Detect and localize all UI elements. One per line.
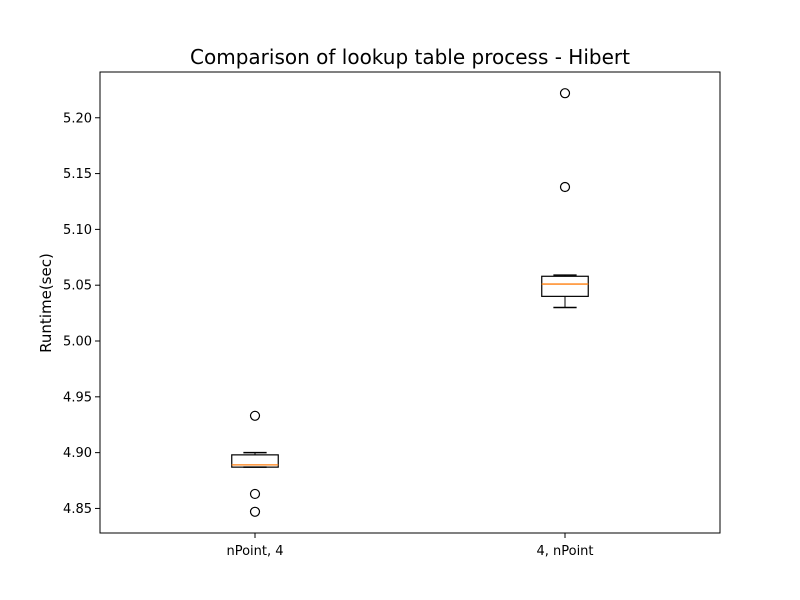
y-tick-label: 5.10: [63, 223, 92, 238]
y-tick-label: 5.20: [63, 111, 92, 126]
box-group: [231, 410, 279, 517]
chart-title: Comparison of lookup table process - Hib…: [190, 45, 630, 69]
x-tick-label: nPoint, 4: [226, 544, 283, 559]
iqr-box: [541, 275, 589, 297]
plot-area-frame: [99, 71, 721, 534]
box-group: [541, 88, 589, 309]
y-tick-label: 5.15: [63, 167, 92, 182]
x-tick-label: 4, nPoint: [536, 544, 593, 559]
y-axis-label: Runtime(sec): [37, 253, 55, 353]
y-tick-label: 4.85: [63, 502, 92, 517]
y-tick-label: 5.05: [63, 279, 92, 294]
outlier-point: [249, 488, 261, 500]
iqr-box: [231, 454, 279, 468]
outlier-point: [559, 88, 571, 99]
outlier-point: [249, 410, 261, 421]
y-tick-label: 4.95: [63, 390, 92, 405]
y-tick-label: 4.90: [63, 446, 92, 461]
box-series: [231, 88, 589, 517]
outlier-point: [249, 506, 261, 517]
outlier-point: [559, 181, 571, 193]
y-tick-label: 5.00: [63, 335, 92, 350]
x-axis: nPoint, 4 4, nPoint: [226, 533, 594, 559]
y-axis: 4.85 4.90 4.95 5.00 5.05 5.10 5.15 5.20: [63, 111, 100, 517]
